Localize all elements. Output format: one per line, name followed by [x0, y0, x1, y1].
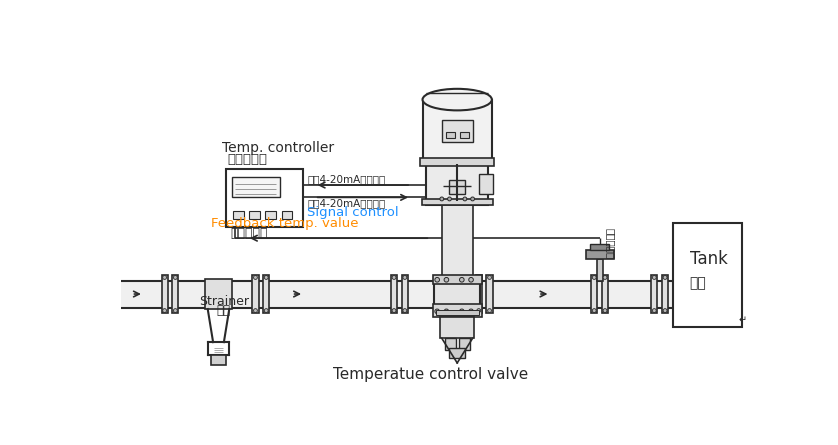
Bar: [233, 211, 244, 219]
Circle shape: [447, 197, 452, 201]
Bar: [661, 280, 673, 307]
Bar: [121, 280, 661, 307]
Circle shape: [477, 275, 481, 279]
Bar: [211, 355, 226, 365]
Bar: [263, 275, 269, 313]
Circle shape: [477, 309, 481, 312]
Bar: [232, 178, 280, 198]
Circle shape: [440, 197, 443, 201]
Bar: [252, 275, 259, 313]
Circle shape: [592, 309, 596, 312]
Bar: [449, 180, 465, 194]
Text: 滤器: 滤器: [216, 303, 230, 317]
Bar: [401, 275, 408, 313]
Bar: [282, 211, 292, 219]
Bar: [266, 211, 277, 219]
Text: ↵: ↵: [738, 315, 747, 325]
Circle shape: [254, 309, 257, 312]
Bar: [476, 275, 482, 313]
Circle shape: [488, 309, 491, 312]
Text: 反馈温度值: 反馈温度值: [230, 227, 267, 240]
Bar: [442, 121, 473, 142]
Text: Signal control: Signal control: [307, 206, 399, 219]
Bar: [458, 337, 469, 350]
Circle shape: [392, 275, 396, 279]
Bar: [226, 169, 303, 227]
Circle shape: [163, 275, 167, 279]
Text: Strainer: Strainer: [199, 295, 249, 308]
Circle shape: [663, 275, 667, 279]
Text: 储罐: 储罐: [690, 276, 706, 290]
Bar: [459, 132, 468, 138]
Text: Temperatue control valve: Temperatue control valve: [333, 367, 528, 382]
Bar: [486, 275, 493, 313]
Bar: [427, 161, 488, 205]
Bar: [673, 223, 742, 327]
Circle shape: [392, 309, 396, 312]
Circle shape: [463, 197, 467, 201]
Circle shape: [264, 275, 268, 279]
Circle shape: [173, 309, 178, 312]
Circle shape: [403, 309, 406, 312]
Bar: [249, 211, 260, 219]
Circle shape: [592, 275, 596, 279]
Text: 反馈4-20mA控制信号: 反馈4-20mA控制信号: [307, 174, 385, 184]
Text: Temp. controller: Temp. controller: [222, 141, 334, 155]
Bar: [440, 317, 474, 338]
Ellipse shape: [422, 89, 492, 110]
Bar: [432, 304, 482, 317]
Bar: [651, 275, 657, 313]
Circle shape: [663, 309, 667, 312]
Circle shape: [488, 275, 491, 279]
Bar: [420, 158, 494, 166]
Circle shape: [173, 275, 178, 279]
Bar: [586, 250, 613, 259]
Circle shape: [163, 309, 167, 312]
Circle shape: [435, 309, 439, 314]
Circle shape: [603, 309, 607, 312]
Circle shape: [444, 309, 448, 314]
Circle shape: [403, 275, 406, 279]
Bar: [449, 348, 465, 357]
Bar: [478, 174, 493, 194]
Bar: [446, 132, 455, 138]
Bar: [422, 199, 493, 205]
Circle shape: [444, 278, 448, 282]
Circle shape: [468, 278, 473, 282]
Bar: [602, 275, 608, 313]
Circle shape: [471, 197, 474, 201]
Bar: [391, 275, 397, 313]
Text: Tank: Tank: [690, 251, 727, 268]
Text: 温度传感器: 温度传感器: [606, 228, 616, 259]
Text: 输入4-20mA控制信号: 输入4-20mA控制信号: [307, 198, 385, 209]
Circle shape: [468, 309, 473, 314]
Text: 温度控制仪: 温度控制仪: [228, 153, 267, 166]
Bar: [442, 205, 473, 280]
Bar: [162, 275, 168, 313]
Circle shape: [653, 309, 656, 312]
Bar: [204, 279, 232, 309]
Circle shape: [254, 275, 257, 279]
Bar: [436, 310, 478, 315]
Circle shape: [653, 275, 656, 279]
Bar: [591, 243, 609, 250]
Bar: [432, 275, 482, 284]
Text: Feedback temp. value: Feedback temp. value: [211, 218, 359, 231]
Bar: [445, 337, 456, 350]
Bar: [434, 282, 480, 306]
Circle shape: [603, 275, 607, 279]
Bar: [422, 100, 492, 161]
Bar: [173, 275, 178, 313]
Circle shape: [435, 278, 439, 282]
Circle shape: [264, 309, 268, 312]
Circle shape: [459, 309, 464, 314]
Bar: [591, 275, 597, 313]
Bar: [662, 275, 668, 313]
Bar: [597, 259, 603, 280]
Circle shape: [459, 278, 464, 282]
